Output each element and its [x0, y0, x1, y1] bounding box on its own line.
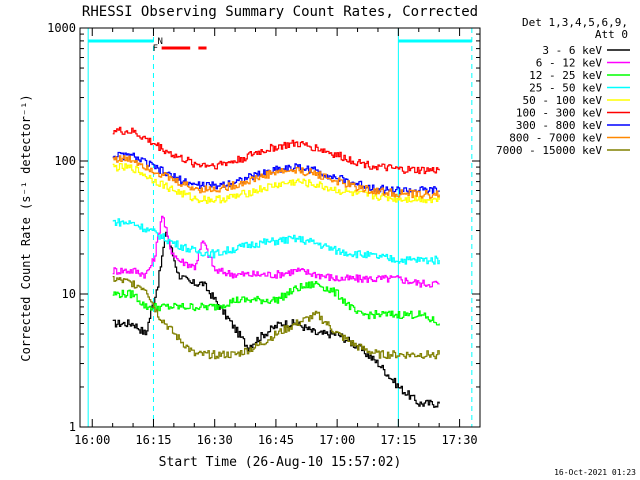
series-line-4 [112, 163, 440, 204]
plot-border [79, 27, 481, 428]
x-tick-label-6: 17:30 [442, 433, 478, 447]
legend-label-7: 800 - 7000 keV [509, 132, 602, 145]
legend-header-line-2: Att 0 [595, 28, 628, 41]
y-tick-label-3: 1000 [47, 21, 76, 35]
legend-header-line-1: Det 1,3,4,5,6,9, [522, 16, 628, 29]
y-axis-label: Corrected Count Rate (s⁻¹ detector⁻¹) [19, 94, 33, 361]
chart-title: RHESSI Observing Summary Count Rates, Co… [82, 4, 478, 20]
timestamp: 16-Oct-2021 01:23 [554, 468, 636, 477]
series-line-7 [112, 155, 440, 199]
x-tick-label-5: 17:15 [380, 433, 416, 447]
legend-label-0: 3 - 6 keV [542, 44, 602, 57]
legend-label-8: 7000 - 15000 keV [496, 144, 602, 157]
y-tick-label-2: 100 [54, 154, 76, 168]
legend-label-2: 12 - 25 keV [529, 69, 602, 82]
x-tick-label-0: 16:00 [74, 433, 110, 447]
series-line-1 [112, 215, 440, 288]
plot-area: NF [87, 28, 473, 427]
legend-label-5: 100 - 300 keV [516, 107, 602, 120]
x-tick-label-3: 16:45 [258, 433, 294, 447]
legend-label-1: 6 - 12 keV [536, 57, 603, 70]
legend-label-4: 50 - 100 keV [523, 94, 603, 107]
plot-frame: 1 10 100 1000 16:00 16:15 16:30 16:45 17:00 17:15… [47, 21, 481, 447]
flare-marker-label: F [153, 44, 158, 54]
y-tick-label-1: 10 [62, 287, 76, 301]
series-line-5 [112, 126, 440, 175]
x-axis-label: Start Time (26-Aug-10 15:57:02) [159, 455, 402, 470]
series-line-8 [112, 276, 440, 360]
x-tick-label-4: 17:00 [319, 433, 355, 447]
x-tick-label-1: 16:15 [135, 433, 171, 447]
legend-label-3: 25 - 50 keV [529, 82, 602, 95]
series-line-3 [112, 218, 440, 265]
x-tick-label-2: 16:30 [197, 433, 233, 447]
legend-label-6: 300 - 800 keV [516, 119, 602, 132]
series-line-2 [112, 281, 440, 326]
y-tick-label-0: 1 [69, 420, 76, 434]
night-marker-label: N [157, 37, 162, 47]
